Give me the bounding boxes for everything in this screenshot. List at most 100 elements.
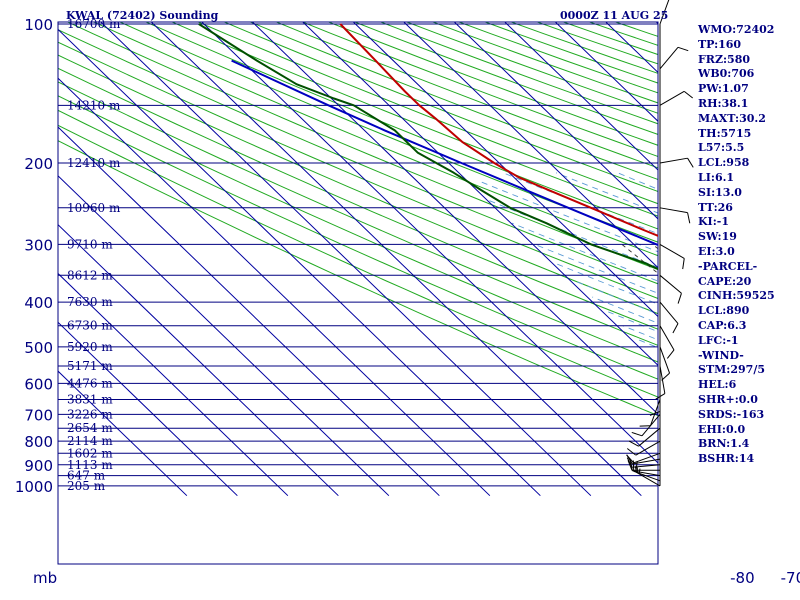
- index-item: WMO:72402: [698, 23, 775, 36]
- pressure-tick-label: 1000: [15, 478, 53, 496]
- height-label: 5920 m: [67, 340, 113, 354]
- height-label: 10960 m: [67, 201, 121, 215]
- index-item: EHI:0.0: [698, 422, 746, 436]
- index-item: L57:5.5: [698, 141, 745, 155]
- height-label: 16700 m: [67, 17, 121, 31]
- mixing-ratio-line: [793, 244, 800, 495]
- dry-adiabat-line: [118, 22, 658, 243]
- index-item: LCL:890: [698, 304, 750, 318]
- plot-frame: [57, 21, 659, 565]
- isotherm-line: [201, 22, 658, 464]
- wind-barb: [639, 399, 661, 427]
- dry-adiabat-line: [58, 109, 658, 380]
- index-item: CAP:6.3: [698, 318, 747, 332]
- wind-barb: [626, 452, 661, 464]
- isotherms: [58, 3, 800, 497]
- wind-barb: [649, 383, 661, 416]
- dry-adiabat-line: [58, 54, 658, 315]
- isotherm-line: [58, 223, 339, 497]
- wind-barb: [631, 414, 661, 437]
- observation-time: 0000Z 11 AUG 25: [560, 9, 669, 22]
- wind-barb: [659, 243, 685, 270]
- indices-panel: WMO:72402 TP:160 FRZ:580 WB0:706 PW:1.07 RH:3…: [698, 23, 775, 467]
- height-label: 2654 m: [67, 421, 113, 435]
- index-item: FRZ:580: [698, 52, 751, 66]
- wind-barb: [659, 346, 671, 381]
- index-item: STM:297/5: [698, 363, 765, 377]
- wind-barb: [626, 440, 661, 456]
- height-label: 4476 m: [67, 376, 113, 390]
- isotherm-line: [403, 22, 658, 269]
- isotherm-line: [58, 272, 289, 497]
- index-item: CINH:59525: [698, 289, 775, 303]
- height-label: 1602 m: [67, 446, 113, 460]
- isotherm-line: [453, 22, 658, 220]
- isotherm-line: [554, 22, 658, 122]
- wind-barb: [659, 0, 670, 25]
- height-label: 3226 m: [67, 407, 113, 421]
- index-item: TT:26: [698, 200, 733, 214]
- pressure-tick-label: 900: [24, 457, 53, 475]
- height-label: 6730 m: [67, 319, 113, 333]
- dry-adiabat-line: [58, 140, 658, 417]
- dry-adiabat-line: [144, 22, 658, 230]
- index-item: LFC:-1: [698, 333, 739, 347]
- dry-adiabat-line: [58, 124, 658, 398]
- temperature-tick-label: -70: [781, 569, 800, 587]
- temperature-labels: -80-70-60-50-40-30-20-10010203040: [730, 569, 800, 587]
- isotherm-line: [58, 28, 541, 497]
- temperature-line: [339, 23, 658, 237]
- wind-barb: [659, 207, 691, 224]
- pressure-tick-label: 400: [24, 294, 53, 312]
- dry-adiabat-line: [58, 29, 658, 285]
- dry-adiabat-line: [58, 41, 658, 300]
- pressure-tick-label: 200: [24, 155, 53, 173]
- pressure-tick-label: 300: [24, 236, 53, 254]
- dry-adiabat-line: [58, 67, 658, 330]
- index-item: MAXT:30.2: [698, 111, 766, 125]
- wind-barb: [659, 46, 689, 70]
- index-item: -PARCEL-: [698, 259, 758, 273]
- index-item: BRN:1.4: [698, 437, 750, 451]
- height-label: 14210 m: [67, 98, 121, 112]
- pressure-tick-label: 700: [24, 406, 53, 424]
- height-label: 205 m: [67, 479, 106, 493]
- index-item: HEL:6: [698, 378, 737, 392]
- isotherm-line: [58, 321, 238, 497]
- index-item: WB0:706: [698, 67, 755, 81]
- index-item: CAPE:20: [698, 274, 752, 288]
- isotherm-line: [788, 3, 800, 496]
- isotherm-line: [352, 22, 658, 318]
- height-label: 8612 m: [67, 268, 113, 282]
- wind-barb: [628, 427, 661, 447]
- isotherm-line: [100, 22, 592, 497]
- height-label: 1113 m: [67, 458, 113, 472]
- height-label: 647 m: [67, 469, 106, 483]
- isotherm-line: [302, 22, 658, 367]
- index-item: TP:160: [698, 37, 742, 51]
- pressure-tick-label: 800: [24, 433, 53, 451]
- isotherm-line: [58, 126, 440, 497]
- wind-barb: [626, 457, 661, 468]
- dry-adiabat-line: [92, 22, 658, 257]
- pressure-tick-label: 500: [24, 339, 53, 357]
- wind-barbs: [626, 0, 694, 487]
- index-item: PW:1.07: [698, 82, 749, 96]
- dry-adiabats: [58, 22, 658, 417]
- height-label: 9710 m: [67, 237, 113, 251]
- isotherm-line: [251, 22, 658, 415]
- isotherm-line: [58, 370, 188, 497]
- dry-adiabat-line: [58, 95, 658, 363]
- pressure-unit-label: mb: [33, 569, 57, 587]
- moist-adiabat-line: [786, 173, 800, 496]
- isotherm-line: [58, 77, 491, 497]
- pressure-tick-label: 100: [24, 16, 53, 34]
- height-label: 12410 m: [67, 156, 121, 170]
- index-item: SRDS:-163: [698, 407, 765, 421]
- height-labels: 16700 m 14210 m 12410 m 10960 m 9710 m 8612 m…: [67, 17, 121, 493]
- index-item: SW:19: [698, 230, 737, 244]
- height-label: 2114 m: [67, 434, 113, 448]
- index-item: TH:5715: [698, 126, 752, 140]
- dry-adiabat-line: [58, 81, 658, 346]
